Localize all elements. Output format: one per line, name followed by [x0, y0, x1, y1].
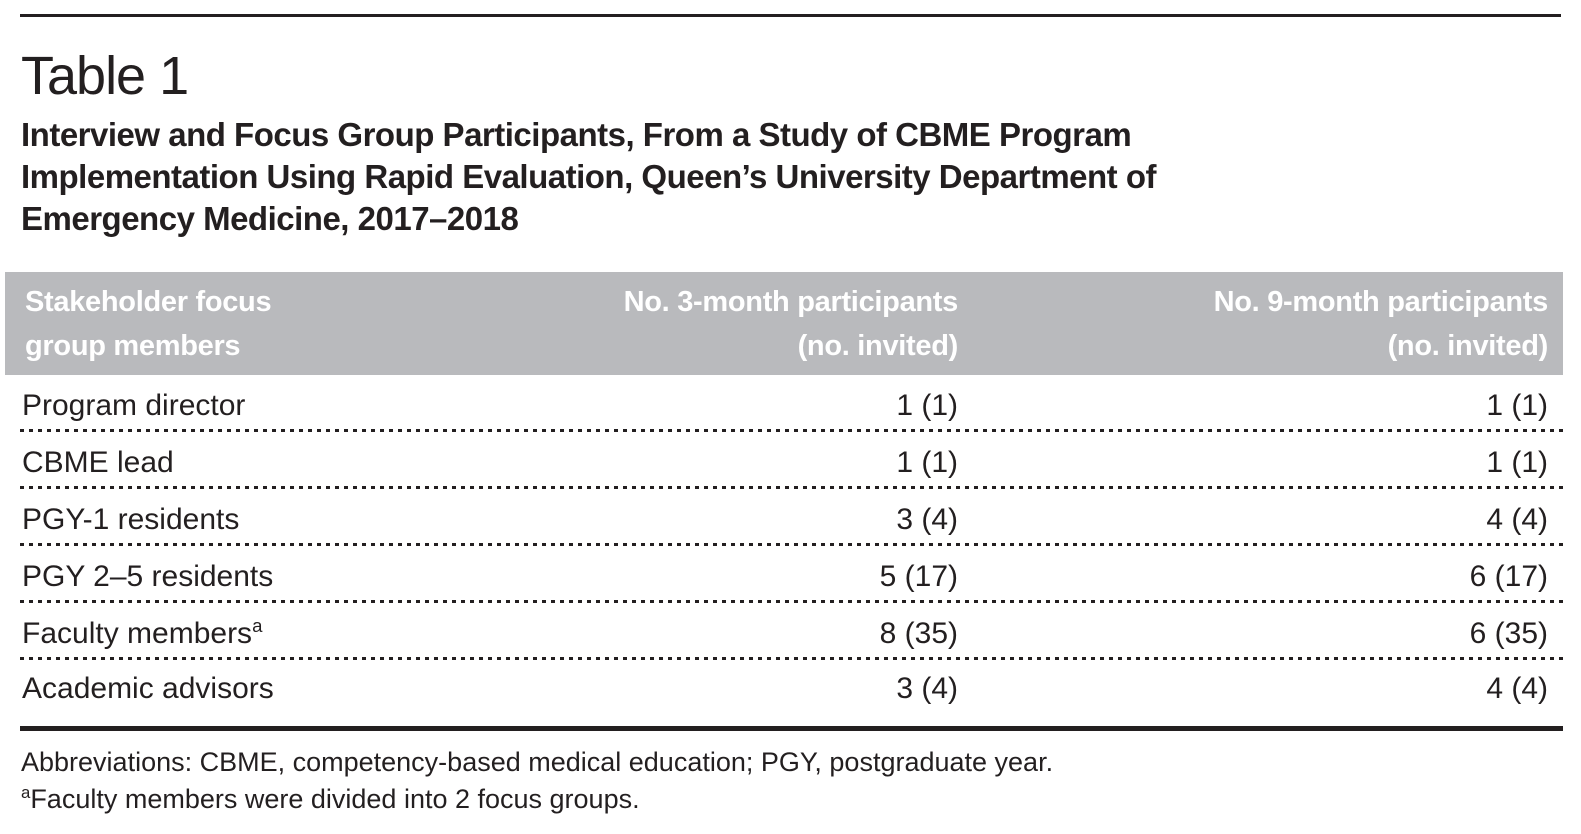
cell-stakeholder: Faculty membersa	[22, 614, 263, 650]
table-bottom-rule	[20, 726, 1563, 731]
cell-9-month-value: 4 (4)	[1486, 502, 1548, 536]
cell-9-month-value: 1 (1)	[1486, 445, 1548, 479]
cell-9-month-value: 6 (17)	[1469, 559, 1548, 593]
participants-table: Stakeholder focus group members No. 3-mo…	[5, 272, 1563, 726]
footnote-a-text: Faculty members were divided into 2 focu…	[30, 784, 640, 814]
footnote-a: aFaculty members were divided into 2 foc…	[21, 781, 1581, 818]
table-row: PGY-1 residents 3 (4) 4 (4)	[20, 489, 1563, 546]
cell-stakeholder: PGY 2–5 residents	[22, 559, 274, 593]
cell-9-month-value: 4 (4)	[1486, 672, 1548, 705]
header-cell-stakeholder: Stakeholder focus group members	[25, 286, 272, 362]
top-rule	[20, 14, 1561, 17]
cell-stakeholder: CBME lead	[22, 445, 174, 479]
cell-9-month-value: 6 (35)	[1469, 616, 1548, 650]
header-cell-3-month: No. 3-month participants (no. invited)	[623, 286, 959, 362]
table-row: Faculty membersa 8 (35) 6 (35)	[20, 603, 1563, 660]
header-cell-9-month: No. 9-month participants (no. invited)	[1213, 286, 1549, 362]
table-body: Program director 1 (1) 1 (1) CBME lead 1…	[20, 375, 1563, 726]
table-row: CBME lead 1 (1) 1 (1)	[20, 432, 1563, 489]
cell-3-month-value: 3 (4)	[896, 672, 958, 705]
cell-stakeholder: Program director	[22, 388, 246, 422]
table-title: Interview and Focus Group Participants, …	[21, 116, 1157, 237]
paper-table-figure: Table 1 Interview and Focus Group Partic…	[0, 14, 1581, 834]
footnote-abbreviations: Abbreviations: CBME, competency-based me…	[21, 747, 1054, 777]
table-row: Program director 1 (1) 1 (1)	[20, 375, 1563, 432]
table-row: Academic advisors 3 (4) 4 (4)	[20, 660, 1563, 726]
table-row: PGY 2–5 residents 5 (17) 6 (17)	[20, 546, 1563, 603]
footnote-a-marker: a	[21, 783, 31, 802]
cell-3-month-value: 1 (1)	[896, 445, 958, 479]
cell-stakeholder: PGY-1 residents	[22, 502, 240, 536]
cell-3-month-value: 1 (1)	[896, 388, 958, 422]
cell-3-month-value: 3 (4)	[896, 502, 958, 536]
cell-3-month-value: 5 (17)	[879, 559, 958, 593]
table-footnotes: Abbreviations: CBME, competency-based me…	[21, 744, 1581, 818]
row-footnote-marker: a	[252, 614, 263, 636]
table-header-row: Stakeholder focus group members No. 3-mo…	[5, 272, 1563, 375]
cell-3-month-value: 8 (35)	[879, 616, 958, 650]
cell-9-month-value: 1 (1)	[1486, 388, 1548, 422]
table-number-label: Table 1	[21, 46, 189, 106]
cell-stakeholder: Academic advisors	[22, 672, 274, 705]
